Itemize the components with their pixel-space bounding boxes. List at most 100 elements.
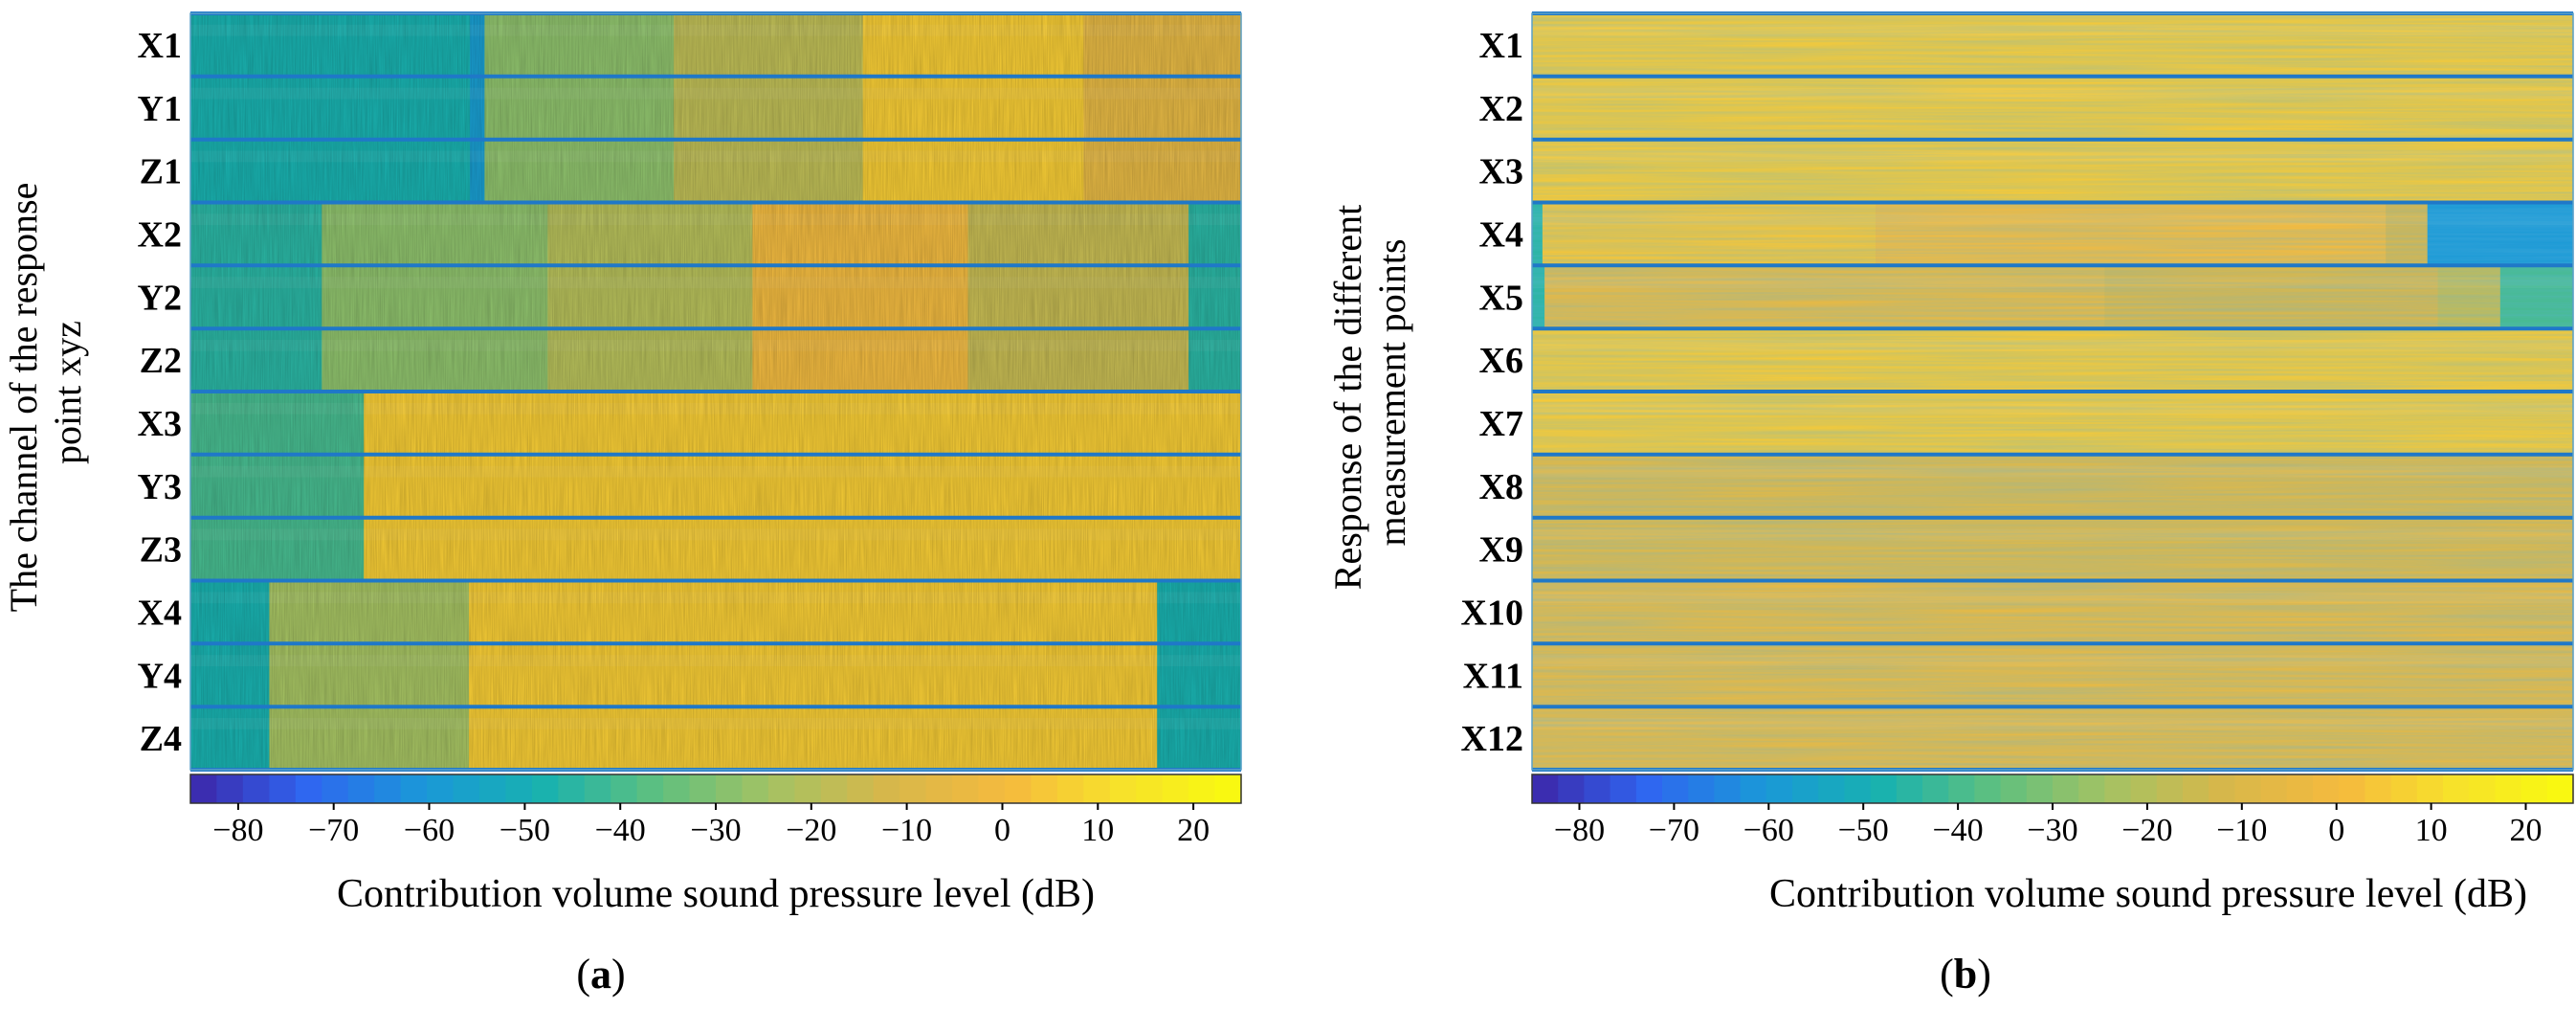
colorbar-cell [1005,774,1033,803]
colorbar-cell [2130,774,2158,803]
row-label: Y3 [138,467,182,507]
colorbar-cell [505,774,533,803]
row-label: Y4 [138,656,182,696]
row-label: X8 [1479,467,1523,507]
colorbar-cell [1532,774,1559,803]
row-label: X12 [1461,719,1523,759]
plot-frame [1531,12,2574,771]
colorbar-cell [1765,774,1793,803]
x-tick-label: −40 [1933,813,1984,848]
colorbar-cell [1136,774,1164,803]
y-axis-label-b-line1: Response of the different [1326,205,1369,590]
colorbar-cell [2416,774,2444,803]
colorbar-cell [2313,774,2340,803]
colorbar-cell [1844,774,1872,803]
row-label: X6 [1479,341,1523,381]
x-tick-label: −20 [786,813,836,848]
y-axis-label-a: The channel of the response point xyz [2,173,89,613]
colorbar-cell [558,774,586,803]
colorbar-cell [873,774,900,803]
x-tick-label: −30 [2027,813,2077,848]
plot-frame [189,12,1242,771]
colorbar-cell [216,774,244,803]
colorbar-cell [2520,774,2548,803]
x-tick-label: −50 [500,813,550,848]
panel-b: X1 X2 X3 X4 X5 X6 X7 X8 X9 X10 X11 X12 −80 −70 −60 −50… [1326,11,2574,998]
colorbar-cell [2183,774,2210,803]
panel-a: X1 Y1 Z1 X2 Y2 Z2 X3 Y3 Z3 X4 Y4 Z4 −80 −70 −60 −50 −40… [2,11,1242,998]
heatmap-a [189,11,1242,772]
ticks-a: −80 −70 −60 −50 −40 −30 −20 −10 0 10 20 [212,803,1210,848]
colorbar-cell [1974,774,2002,803]
colorbar-cell [1635,774,1663,803]
colorbar-cell [1083,774,1111,803]
x-axis-label-a: Contribution volume sound pressure level… [337,872,1095,916]
colorbar-cell [190,774,218,803]
row-label: X1 [138,26,182,66]
x-tick-label: −60 [404,813,455,848]
colorbar-cell [611,774,638,803]
colorbar-cell [1584,774,1611,803]
colorbar-cell [1662,774,1689,803]
colorbar-cell [636,774,664,803]
row-label: X9 [1479,530,1523,571]
colorbar-cell [2234,774,2262,803]
colorbar-cell [584,774,611,803]
colorbar-cell [1792,774,1819,803]
colorbar-cell [1109,774,1137,803]
colorbar-cell [767,774,795,803]
row-label: X11 [1463,656,1523,696]
x-tick-label: −50 [1838,813,1889,848]
colorbar-cell [531,774,559,803]
colorbar-cell [1162,774,1189,803]
colorbar-cell [1688,774,1715,803]
colorbar-cell [2339,774,2365,803]
colorbar-cell [295,774,322,803]
colorbar-cell [2078,774,2105,803]
colorbar-cell [1896,774,1923,803]
row-label: Z4 [140,719,182,759]
colorbar-cell [2053,774,2079,803]
panel-label-a: (a) [576,951,625,998]
row-label: X1 [1479,26,1523,66]
row-label: X2 [138,214,182,255]
y-axis-label-b-line2: measurement points [1370,238,1413,546]
x-tick-label: −10 [2216,813,2267,848]
heatmap-b [1531,11,2574,772]
panel-label-b: (b) [1940,951,1991,998]
colorbar-cell [427,774,455,803]
colorbar-cell [794,774,822,803]
x-tick-label: −70 [308,813,359,848]
colorbar-cell [322,774,349,803]
x-tick-label: 10 [2415,813,2448,848]
colorbar-cell [269,774,297,803]
colorbar-cell [1870,774,1898,803]
row-labels-a: X1 Y1 Z1 X2 Y2 Z2 X3 Y3 Z3 X4 Y4 Z4 [138,26,182,759]
colorbar-cell [1922,774,1949,803]
colorbar-cell [1214,774,1242,803]
x-tick-label: 20 [1177,813,1210,848]
colorbar-cell [2260,774,2288,803]
colorbar-cell [2104,774,2132,803]
colorbar-cell [742,774,769,803]
colorbar-cell [2286,774,2314,803]
row-label: X4 [1479,214,1523,255]
colorbar-cell [1056,774,1084,803]
colorbar-cell [2156,774,2184,803]
row-label: Y2 [138,278,182,318]
colorbar-cell [347,774,375,803]
colorbar-cell [2390,774,2418,803]
colorbar-cell [374,774,402,803]
colorbar-cell [1031,774,1058,803]
x-tick-label: 0 [2328,813,2344,848]
x-tick-label: −30 [690,813,741,848]
colorbar-cell [2443,774,2470,803]
colorbar-cell [1948,774,1975,803]
colorbar-cell [1610,774,1637,803]
colorbar-cell [1740,774,1767,803]
colorbar-cell [2209,774,2235,803]
colorbar-cell [2000,774,2028,803]
x-tick-label: 20 [2510,813,2543,848]
row-label: Z1 [140,152,182,192]
x-axis-label-b: Contribution volume sound pressure level… [1769,872,2527,916]
